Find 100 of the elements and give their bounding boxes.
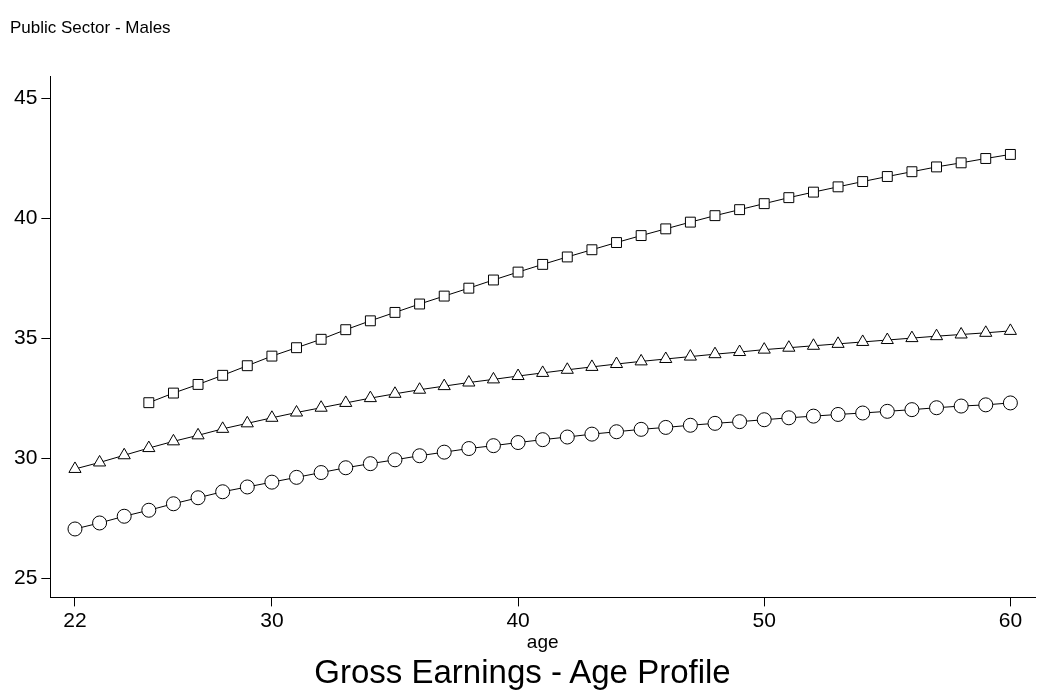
point — [143, 397, 155, 409]
point — [216, 421, 230, 433]
point — [362, 456, 378, 472]
point — [611, 237, 622, 248]
x-tick-label: 60 — [998, 607, 1023, 631]
point — [92, 515, 108, 531]
point — [192, 378, 204, 390]
x-tick-label: 30 — [260, 607, 284, 631]
point — [291, 342, 302, 354]
point — [314, 400, 328, 412]
point — [756, 412, 772, 428]
point — [535, 432, 551, 448]
point — [485, 438, 501, 454]
point — [387, 452, 403, 468]
point — [266, 350, 278, 362]
x-tick-label: 50 — [752, 607, 776, 631]
point — [929, 400, 945, 416]
point — [412, 448, 428, 464]
point — [931, 161, 942, 173]
point — [315, 333, 327, 345]
point — [584, 426, 600, 442]
point — [635, 230, 647, 242]
point — [116, 508, 132, 524]
point — [67, 521, 83, 537]
point — [832, 181, 844, 193]
point — [586, 244, 598, 256]
y-tick-label: 30 — [14, 444, 38, 468]
point — [979, 325, 993, 337]
point — [660, 223, 672, 235]
point — [1002, 395, 1018, 411]
point — [166, 433, 180, 446]
point — [905, 330, 919, 343]
point — [1003, 323, 1017, 335]
point — [289, 469, 305, 485]
y-tick-label: 25 — [14, 564, 38, 588]
point — [265, 410, 279, 422]
point — [659, 351, 673, 363]
point — [190, 490, 206, 506]
point — [978, 397, 994, 413]
point — [757, 342, 771, 354]
point — [609, 424, 625, 440]
point — [240, 415, 254, 428]
point — [831, 336, 845, 348]
x-tick-label: 22 — [63, 607, 87, 631]
point — [289, 405, 304, 417]
point — [856, 334, 870, 346]
point — [707, 415, 723, 431]
point — [191, 427, 205, 440]
point — [364, 315, 376, 327]
point — [880, 332, 894, 345]
point — [734, 204, 746, 216]
point — [438, 290, 450, 302]
point — [953, 398, 969, 414]
point — [241, 360, 253, 372]
point — [264, 474, 280, 490]
point — [165, 496, 181, 512]
point — [559, 429, 575, 445]
point — [904, 402, 920, 418]
chart-subtitle: Public Sector - Males — [10, 17, 171, 37]
point — [486, 371, 501, 384]
point — [808, 186, 819, 198]
point — [68, 461, 82, 473]
point — [537, 258, 549, 270]
point — [536, 365, 550, 377]
point — [881, 171, 893, 182]
point — [585, 359, 599, 371]
point — [463, 282, 475, 294]
point — [462, 375, 476, 387]
point — [142, 440, 156, 453]
point — [488, 274, 499, 286]
point — [684, 216, 696, 228]
point — [633, 421, 649, 437]
point — [980, 153, 992, 164]
point — [388, 386, 402, 398]
point — [805, 408, 821, 424]
x-tick-label: 40 — [506, 607, 530, 631]
point — [830, 406, 846, 422]
point — [855, 405, 871, 421]
point — [510, 435, 526, 451]
point — [781, 410, 797, 426]
point — [733, 344, 747, 357]
point — [461, 441, 477, 457]
point — [239, 479, 255, 495]
point — [413, 382, 427, 394]
point — [708, 346, 722, 359]
point — [215, 484, 231, 500]
point — [389, 306, 401, 318]
point — [141, 502, 157, 518]
point — [955, 157, 967, 169]
point — [857, 176, 869, 188]
point — [682, 417, 698, 433]
point — [954, 327, 968, 339]
point — [511, 368, 525, 381]
point — [1004, 148, 1016, 160]
point — [560, 362, 574, 374]
point — [758, 198, 770, 210]
point — [167, 387, 179, 399]
point — [217, 369, 229, 381]
point — [732, 414, 748, 430]
point — [437, 378, 451, 391]
